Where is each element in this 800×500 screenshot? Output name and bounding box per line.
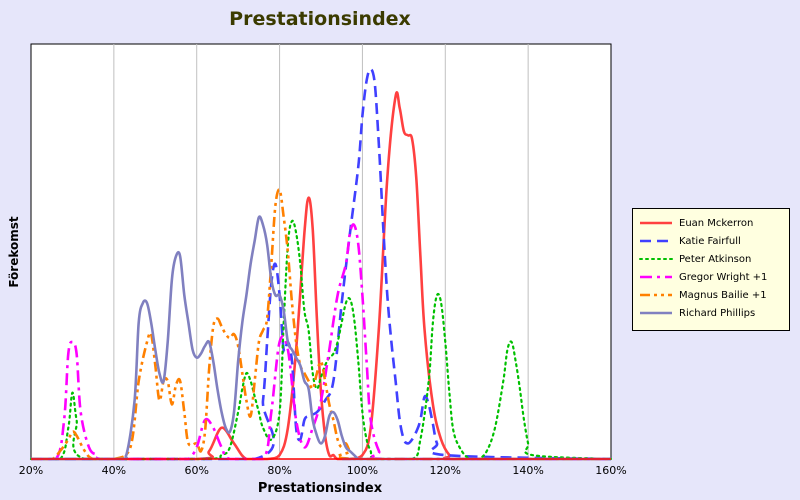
x-axis-label: Prestationsindex xyxy=(257,481,383,496)
legend-swatch xyxy=(639,258,673,260)
x-tick-label: 140% xyxy=(512,464,543,477)
series-line-6 xyxy=(31,215,611,461)
legend-swatch xyxy=(640,311,672,315)
legend-item: Peter Atkinson xyxy=(639,250,783,268)
legend-item: Katie Fairfull xyxy=(639,232,783,250)
x-tick-label: 160% xyxy=(595,464,626,477)
series-line-4 xyxy=(31,223,611,461)
legend-swatch xyxy=(640,239,672,243)
legend-label: Richard Phillips xyxy=(679,307,756,319)
x-tick-label: 80% xyxy=(267,464,291,477)
series-line-5 xyxy=(31,188,611,461)
legend-swatch xyxy=(640,275,672,279)
x-tick-label: 40% xyxy=(102,464,126,477)
x-tick-labels: 20% 40% 60% 80% 100% 120% 140% 160% xyxy=(19,464,627,477)
legend-item: Magnus Bailie +1 xyxy=(639,286,783,304)
legend-swatch xyxy=(640,293,672,297)
series-line-3 xyxy=(29,219,613,461)
legend-label: Katie Fairfull xyxy=(679,235,741,247)
x-tick-label: 100% xyxy=(347,464,378,477)
x-tick-label: 120% xyxy=(430,464,461,477)
legend: Euan Mckerron Katie Fairfull Peter Atkinso… xyxy=(632,208,790,331)
legend-item: Euan Mckerron xyxy=(639,214,783,232)
x-tick-label: 60% xyxy=(184,464,208,477)
legend-label: Gregor Wright +1 xyxy=(679,271,768,283)
legend-label: Peter Atkinson xyxy=(679,253,752,265)
legend-label: Euan Mckerron xyxy=(679,217,754,229)
legend-label: Magnus Bailie +1 xyxy=(679,289,767,301)
grid-lines xyxy=(113,44,529,459)
legend-swatch xyxy=(640,221,672,225)
x-tick-label: 20% xyxy=(19,464,43,477)
legend-item: Gregor Wright +1 xyxy=(639,268,783,286)
legend-item: Richard Phillips xyxy=(639,304,783,322)
chart-title: Prestationsindex xyxy=(229,8,411,30)
y-axis-label: Förekomst xyxy=(7,216,21,288)
